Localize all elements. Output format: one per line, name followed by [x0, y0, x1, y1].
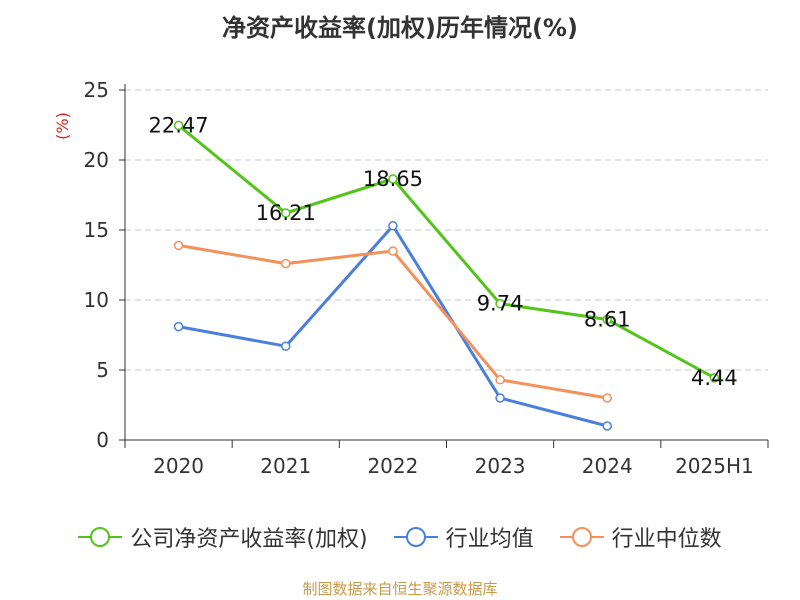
- data-point: [281, 208, 291, 218]
- legend-marker-industry-mean: [393, 527, 438, 547]
- x-tick-label: 2020: [153, 454, 204, 478]
- legend-label-industry-median: 行业中位数: [611, 527, 722, 552]
- data-point: [173, 120, 184, 131]
- y-tick-label: 20: [84, 148, 109, 172]
- data-point: [602, 421, 612, 431]
- data-point: [602, 393, 612, 403]
- data-label: 22.47: [149, 113, 209, 137]
- x-tick-label: 2023: [475, 454, 526, 478]
- series: [173, 120, 720, 431]
- y-tick-label: 0: [96, 428, 109, 452]
- data-source-note: 制图数据来自恒生聚源数据库: [302, 580, 498, 598]
- y-tick-label: 25: [84, 78, 109, 102]
- legend-label-industry-mean: 行业均值: [445, 527, 534, 552]
- data-point: [495, 298, 505, 309]
- data-point: [602, 314, 612, 325]
- data-label: 8.61: [584, 307, 631, 331]
- legend: 公司净资产收益率(加权) 行业均值 行业中位数: [0, 522, 800, 552]
- grid-lines: [125, 89, 768, 371]
- y-axis-label: (%): [53, 112, 72, 140]
- legend-item-industry-median[interactable]: 行业中位数: [559, 521, 722, 553]
- legend-item-company[interactable]: 公司净资产收益率(加权): [78, 521, 368, 553]
- x-tick-label: 2022: [367, 454, 418, 478]
- data-point: [173, 321, 184, 332]
- data-point: [709, 373, 720, 383]
- data-point: [495, 393, 505, 403]
- data-point: [495, 375, 505, 385]
- data-point: [173, 240, 184, 251]
- chart-title: 净资产收益率(加权)历年情况(%): [222, 14, 578, 42]
- legend-marker-company: [78, 527, 123, 547]
- data-label: 9.74: [477, 292, 524, 316]
- x-tick-label: 2025H1: [675, 454, 754, 478]
- data-label: 16.21: [256, 201, 316, 225]
- legend-item-industry-mean[interactable]: 行业均值: [393, 521, 534, 553]
- series-line-0: [177, 124, 716, 380]
- axes: 0 5 10 15 20 25 2020 2021 2022 2023 2024 2025H1: [84, 78, 769, 478]
- data-labels: 22.47 16.21 18.65 9.74 8.61 4.44: [149, 113, 738, 389]
- data-point: [388, 174, 398, 184]
- y-tick-label: 10: [84, 288, 109, 312]
- data-point: [281, 258, 291, 269]
- data-point: [388, 221, 398, 231]
- x-tick-label: 2021: [260, 454, 311, 478]
- legend-label-company: 公司净资产收益率(加权): [130, 527, 368, 552]
- data-point: [388, 246, 398, 256]
- y-tick-label: 5: [96, 358, 109, 382]
- y-tick-label: 15: [84, 218, 109, 242]
- data-label: 4.44: [691, 366, 738, 390]
- series-line-2: [178, 243, 608, 400]
- x-tick-label: 2024: [582, 454, 633, 478]
- legend-marker-industry-median: [559, 527, 604, 547]
- data-label: 18.65: [363, 167, 423, 191]
- data-point: [281, 341, 291, 351]
